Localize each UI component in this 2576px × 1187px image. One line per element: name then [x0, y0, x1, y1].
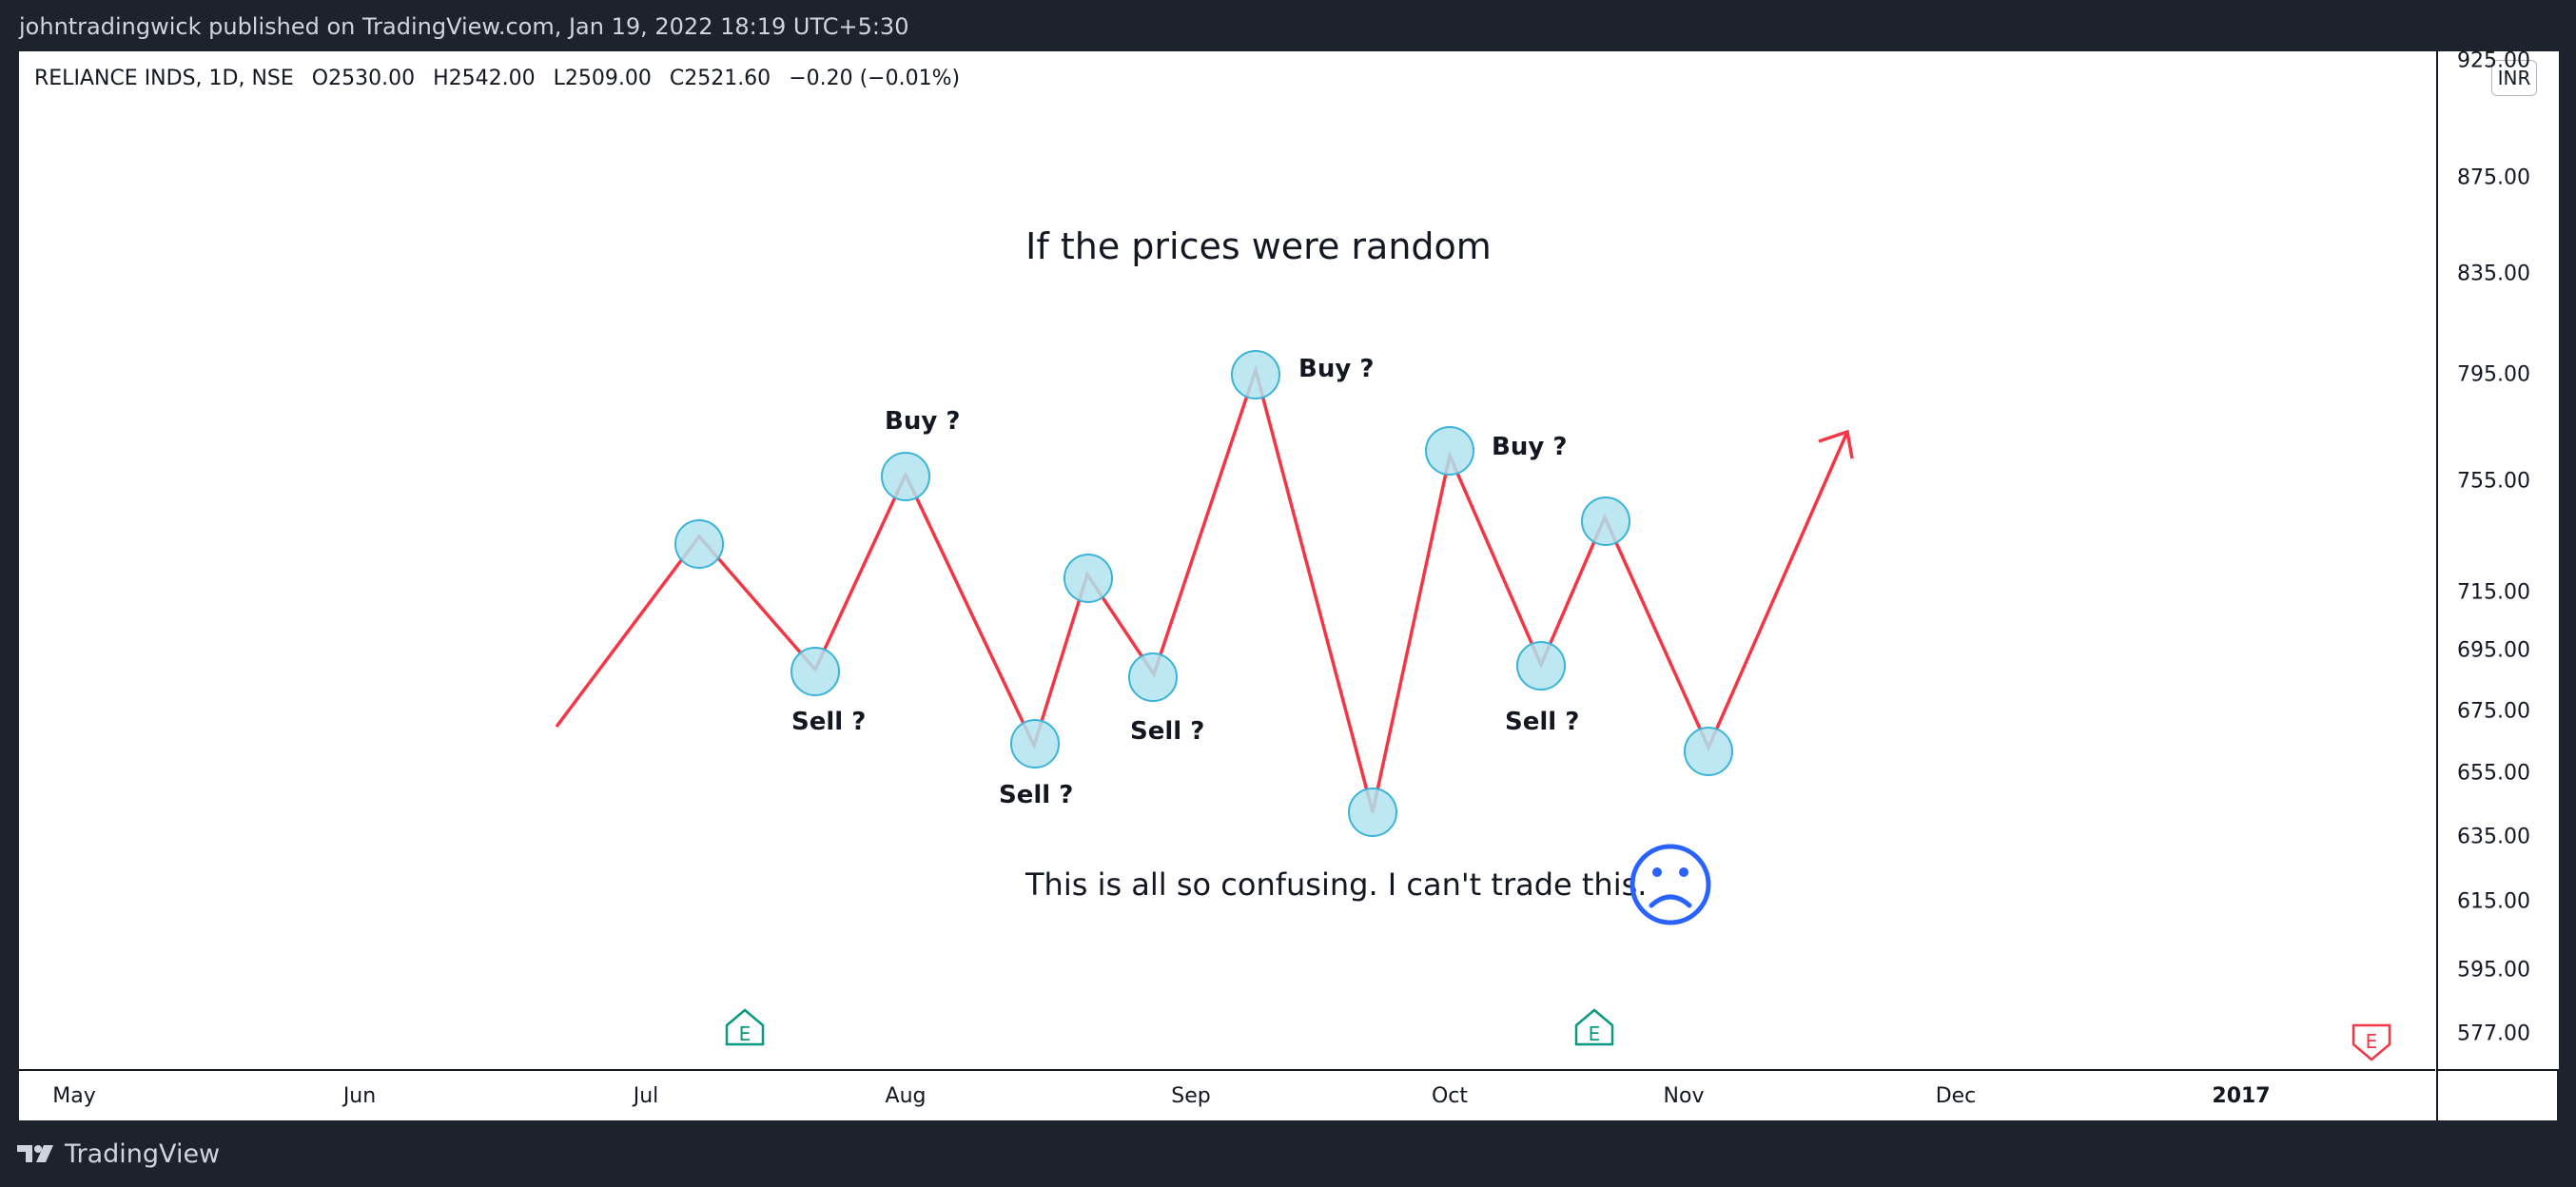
brand-name: TradingView [65, 1139, 221, 1169]
price-tick: 675.00 [2457, 699, 2530, 724]
pivot-circle[interactable] [790, 647, 840, 696]
legend-low: L2509.00 [553, 67, 652, 90]
price-tick: 595.00 [2457, 958, 2530, 983]
confusion-message: This is all so confusing. I can't trade … [1025, 866, 1647, 903]
pivot-circle[interactable] [1064, 554, 1113, 603]
sad-face-icon [1630, 844, 1711, 925]
legend-change: −0.20 (−0.01%) [789, 67, 961, 90]
pivot-circle[interactable] [1516, 641, 1566, 691]
pivot-circle[interactable] [881, 452, 930, 501]
pivot-circle[interactable] [1425, 426, 1474, 476]
pivot-circle[interactable] [674, 519, 724, 569]
sell-label: Sell ? [999, 781, 1073, 809]
price-tick: 925.00 [2457, 49, 2530, 73]
price-tick: 755.00 [2457, 469, 2530, 494]
price-tick: 635.00 [2457, 825, 2530, 849]
price-axis[interactable]: INR 925.00 875.00 835.00 795.00 755.00 7… [2436, 49, 2559, 1069]
price-tick: 695.00 [2457, 638, 2530, 663]
symbol-legend: RELIANCE INDS, 1D, NSE O2530.00 H2542.00… [34, 67, 971, 90]
legend-high: H2542.00 [433, 67, 536, 90]
earnings-marker[interactable]: E [2352, 1023, 2391, 1061]
time-tick: Sep [1171, 1084, 1211, 1108]
time-tick: Dec [1935, 1084, 1977, 1108]
publisher-bar: johntradingwick published on TradingView… [0, 0, 2576, 51]
buy-label: Buy ? [885, 407, 960, 436]
publisher-text: johntradingwick published on TradingView… [19, 13, 909, 40]
price-tick: 655.00 [2457, 761, 2530, 786]
footer-bar: TradingView [0, 1120, 2576, 1187]
time-axis[interactable]: May Jun Jul Aug Sep Oct Nov Dec 2017 [19, 1069, 2435, 1120]
pivot-circle[interactable] [1684, 727, 1733, 776]
legend-symbol: RELIANCE INDS, 1D, NSE [34, 67, 294, 90]
chart-frame: RELIANCE INDS, 1D, NSE O2530.00 H2542.00… [19, 49, 2559, 1120]
svg-text:E: E [739, 1022, 751, 1045]
legend-open: O2530.00 [311, 67, 416, 90]
pivot-circle[interactable] [1231, 350, 1280, 399]
time-tick: Aug [885, 1084, 927, 1108]
price-tick: 577.00 [2457, 1022, 2530, 1046]
sell-label: Sell ? [791, 708, 866, 736]
price-tick: 715.00 [2457, 580, 2530, 605]
currency-badge[interactable]: INR [2491, 60, 2537, 96]
pivot-circles [674, 350, 1733, 837]
earnings-marker[interactable]: E [1574, 1008, 1614, 1046]
svg-text:E: E [2366, 1030, 2378, 1053]
pivot-circle[interactable] [1348, 788, 1397, 837]
sell-label: Sell ? [1130, 717, 1204, 746]
drawing-layer: If the prices were random [555, 225, 2391, 1061]
time-tick: 2017 [2212, 1084, 2271, 1108]
zigzag-path[interactable] [555, 363, 1849, 813]
axis-corner [2436, 1069, 2557, 1120]
time-tick: Nov [1663, 1084, 1705, 1108]
price-tick: 875.00 [2457, 165, 2530, 190]
price-tick: 835.00 [2457, 262, 2530, 286]
legend-close: C2521.60 [669, 67, 771, 90]
buy-label: Buy ? [1492, 433, 1567, 461]
pivot-circle[interactable] [1128, 652, 1178, 702]
price-tick: 615.00 [2457, 889, 2530, 914]
time-tick: Oct [1431, 1084, 1469, 1108]
title-annotation: If the prices were random [1025, 225, 1492, 267]
svg-text:E: E [1589, 1022, 1601, 1045]
buy-label: Buy ? [1298, 355, 1374, 383]
zigzag-arrowhead [1818, 429, 1854, 459]
price-tick: 795.00 [2457, 362, 2530, 387]
earnings-marker[interactable]: E [725, 1008, 765, 1046]
tradingview-logo-icon [17, 1145, 53, 1162]
chart-area[interactable]: RELIANCE INDS, 1D, NSE O2530.00 H2542.00… [19, 51, 2435, 1069]
time-tick: Jun [342, 1084, 377, 1108]
time-tick: Jul [633, 1084, 659, 1108]
pivot-circle[interactable] [1581, 496, 1630, 546]
pivot-circle[interactable] [1010, 719, 1060, 769]
time-tick: May [52, 1084, 96, 1108]
sell-label: Sell ? [1505, 708, 1579, 736]
